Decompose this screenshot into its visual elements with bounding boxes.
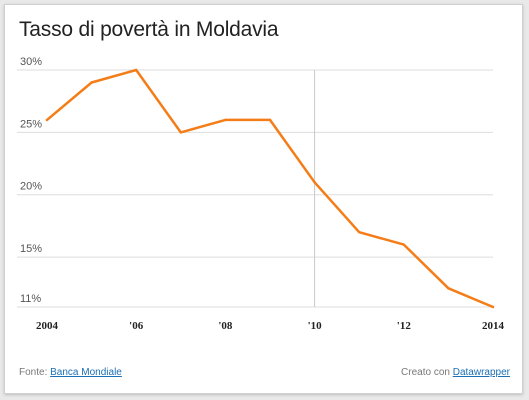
series-line xyxy=(45,68,495,309)
credit-prefix: Creato con xyxy=(401,367,450,378)
data-point xyxy=(45,118,49,122)
source-prefix: Fonte: xyxy=(19,367,48,378)
x-tick-label: '10 xyxy=(308,320,323,332)
data-point xyxy=(313,181,316,184)
data-point xyxy=(491,305,495,309)
x-tick-label: '06 xyxy=(129,320,144,332)
x-tick-label: 2004 xyxy=(36,320,59,332)
credit-note: Creato con Datawrapper xyxy=(401,367,510,378)
data-point xyxy=(402,243,405,246)
data-point xyxy=(90,81,93,84)
source-note: Fonte: Banca Mondiale xyxy=(19,367,122,378)
data-point xyxy=(447,287,450,290)
y-tick-label: 30% xyxy=(20,56,42,68)
data-point xyxy=(179,131,182,134)
data-point xyxy=(224,118,227,122)
data-point xyxy=(135,68,138,72)
y-tick-label: 25% xyxy=(20,118,42,130)
y-tick-label: 20% xyxy=(20,181,42,193)
line-chart: 30% 25% 20% 15% 11% 2004 '06 '08 '10 '12 2014 xyxy=(17,56,505,332)
chart-card: Tasso di povertà in Moldavia 30% 25% 20% 15… xyxy=(4,4,523,394)
data-point xyxy=(268,118,272,122)
chart-title: Tasso di povertà in Moldavia xyxy=(19,18,279,41)
x-tick-label: 2014 xyxy=(482,320,505,332)
credit-link[interactable]: Datawrapper xyxy=(452,367,510,378)
x-tick-label: '08 xyxy=(218,320,233,332)
y-tick-label: 15% xyxy=(20,243,42,255)
x-tick-label: '12 xyxy=(397,320,412,332)
y-tick-label: 11% xyxy=(20,293,41,305)
data-point xyxy=(358,230,361,234)
source-link[interactable]: Banca Mondiale xyxy=(50,367,122,378)
